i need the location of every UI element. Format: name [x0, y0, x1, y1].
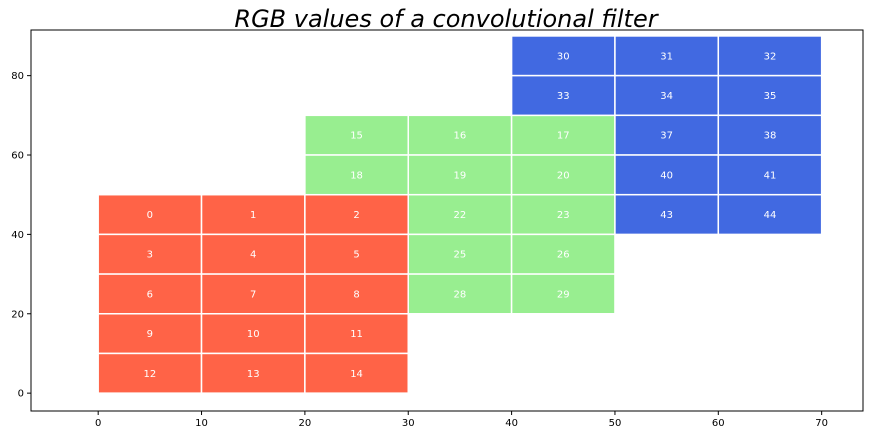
cell-10	[200, 313, 306, 355]
cell-label-29: 29	[557, 289, 570, 300]
cell-label-19: 19	[454, 170, 467, 181]
cell-label-14: 14	[350, 369, 363, 380]
cell-label-2: 2	[353, 210, 359, 221]
y-axis: 0 20 40 60 80	[11, 71, 31, 400]
cell-19	[407, 154, 513, 196]
x-tick-label-0: 0	[95, 418, 101, 429]
cell-label-30: 30	[557, 51, 570, 62]
y-tick-label-80: 80	[11, 71, 24, 82]
x-tick-label-20: 20	[299, 418, 312, 429]
cell-label-5: 5	[353, 250, 359, 261]
cell-label-18: 18	[350, 170, 363, 181]
cell-35	[717, 74, 823, 117]
y-tick-label-60: 60	[11, 151, 24, 162]
x-tick-label-40: 40	[505, 418, 518, 429]
cell-label-33: 33	[557, 91, 570, 102]
cell-29	[510, 273, 616, 315]
cell-14	[304, 352, 409, 394]
cell-label-11: 11	[350, 329, 363, 340]
cell-41	[717, 154, 823, 196]
y-tick-label-20: 20	[11, 309, 24, 320]
cell-label-16: 16	[454, 131, 467, 142]
cell-label-25: 25	[454, 250, 467, 261]
cell-label-4: 4	[250, 250, 256, 261]
cell-22	[407, 193, 513, 236]
cell-label-23: 23	[557, 210, 570, 221]
cell-20	[510, 154, 616, 196]
cell-37	[614, 114, 720, 156]
cell-label-26: 26	[557, 250, 570, 261]
cell-label-37: 37	[660, 131, 673, 142]
cell-label-41: 41	[764, 170, 777, 181]
cell-label-6: 6	[147, 289, 153, 300]
x-tick-label-60: 60	[712, 418, 725, 429]
cell-43	[614, 193, 720, 236]
cell-label-31: 31	[660, 51, 673, 62]
cell-label-43: 43	[660, 210, 673, 221]
cell-label-7: 7	[250, 289, 256, 300]
cell-label-38: 38	[764, 131, 777, 142]
cell-label-32: 32	[764, 51, 777, 62]
cell-label-3: 3	[147, 250, 153, 261]
chart-title: RGB values of a convolutional filter	[234, 5, 659, 33]
cell-label-44: 44	[764, 210, 777, 221]
x-tick-label-30: 30	[402, 418, 415, 429]
cell-label-9: 9	[147, 329, 153, 340]
cell-38	[717, 114, 823, 156]
cell-label-15: 15	[350, 131, 363, 142]
cell-label-40: 40	[660, 170, 673, 181]
cell-5	[304, 233, 409, 275]
cell-label-13: 13	[247, 369, 260, 380]
cell-label-28: 28	[454, 289, 467, 300]
cell-26	[510, 233, 616, 275]
cell-label-34: 34	[660, 91, 673, 102]
cell-label-35: 35	[764, 91, 777, 102]
y-tick-label-0: 0	[18, 389, 24, 400]
cell-13	[200, 352, 306, 394]
x-tick-label-50: 50	[609, 418, 622, 429]
cell-40	[614, 154, 720, 196]
x-tick-label-70: 70	[815, 418, 828, 429]
cell-label-12: 12	[143, 369, 156, 380]
cell-label-22: 22	[454, 210, 467, 221]
cell-44	[717, 193, 823, 236]
cell-label-10: 10	[247, 329, 260, 340]
y-tick-label-40: 40	[11, 230, 24, 241]
cell-25	[407, 233, 513, 275]
cell-label-1: 1	[250, 210, 256, 221]
cell-16	[407, 114, 513, 156]
cell-32	[717, 35, 823, 77]
cell-0	[97, 193, 203, 236]
x-tick-label-10: 10	[195, 418, 208, 429]
cell-12	[97, 352, 203, 394]
cell-label-8: 8	[353, 289, 359, 300]
cell-label-17: 17	[557, 131, 570, 142]
cell-23	[510, 193, 616, 236]
cell-28	[407, 273, 513, 315]
cell-7	[200, 273, 306, 315]
x-axis: 0 10 20 30 40 50 60 70	[95, 411, 828, 429]
cell-label-20: 20	[557, 170, 570, 181]
cell-label-0: 0	[147, 210, 153, 221]
cell-4	[200, 233, 306, 275]
